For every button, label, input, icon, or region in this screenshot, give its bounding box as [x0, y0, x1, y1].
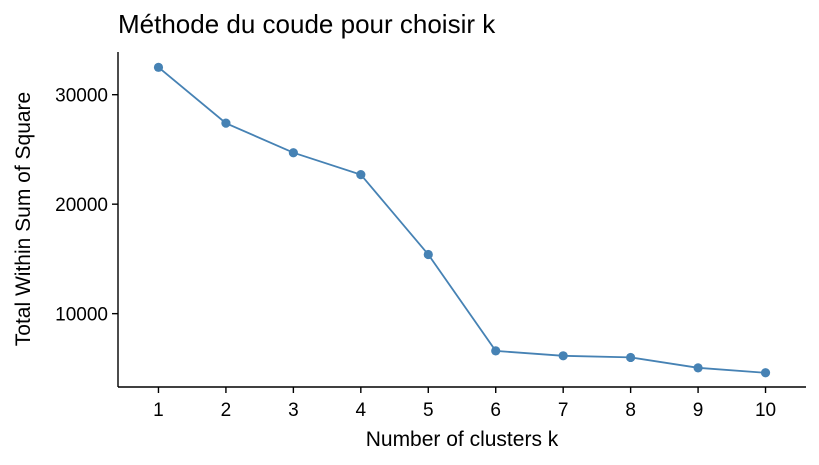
y-tick-label: 30000 [55, 86, 108, 107]
plot-area [153, 62, 771, 378]
data-point [356, 170, 366, 180]
x-tick-label: 8 [625, 400, 636, 421]
y-tick-label: 10000 [55, 305, 108, 326]
series-line [157, 66, 766, 374]
data-point [760, 368, 771, 378]
x-tick-label: 4 [356, 400, 367, 421]
x-tick-label: 2 [221, 400, 232, 421]
x-axis-ticks: 1 2 3 4 5 6 7 8 9 10 [153, 387, 776, 421]
data-point [423, 249, 433, 260]
data-point [153, 62, 164, 72]
y-tick-label: 20000 [55, 195, 108, 216]
y-axis-ticks: 10000 20000 30000 [55, 86, 118, 326]
x-tick-label: 6 [490, 400, 501, 421]
x-tick-label: 3 [288, 400, 299, 421]
data-point [558, 351, 568, 361]
chart-title: Méthode du coude pour choisir k [118, 9, 496, 39]
data-point [626, 352, 636, 363]
x-axis-title: Number of clusters k [366, 428, 559, 451]
x-tick-label: 10 [755, 400, 776, 421]
x-tick-label: 9 [693, 400, 704, 421]
x-tick-label: 7 [558, 400, 569, 421]
x-tick-label: 1 [153, 400, 164, 421]
y-axis-title: Total Within Sum of Square [12, 92, 35, 346]
data-point [288, 148, 298, 158]
data-point [221, 118, 231, 128]
data-point [491, 346, 501, 356]
x-tick-label: 5 [423, 400, 434, 421]
data-point [693, 363, 703, 373]
